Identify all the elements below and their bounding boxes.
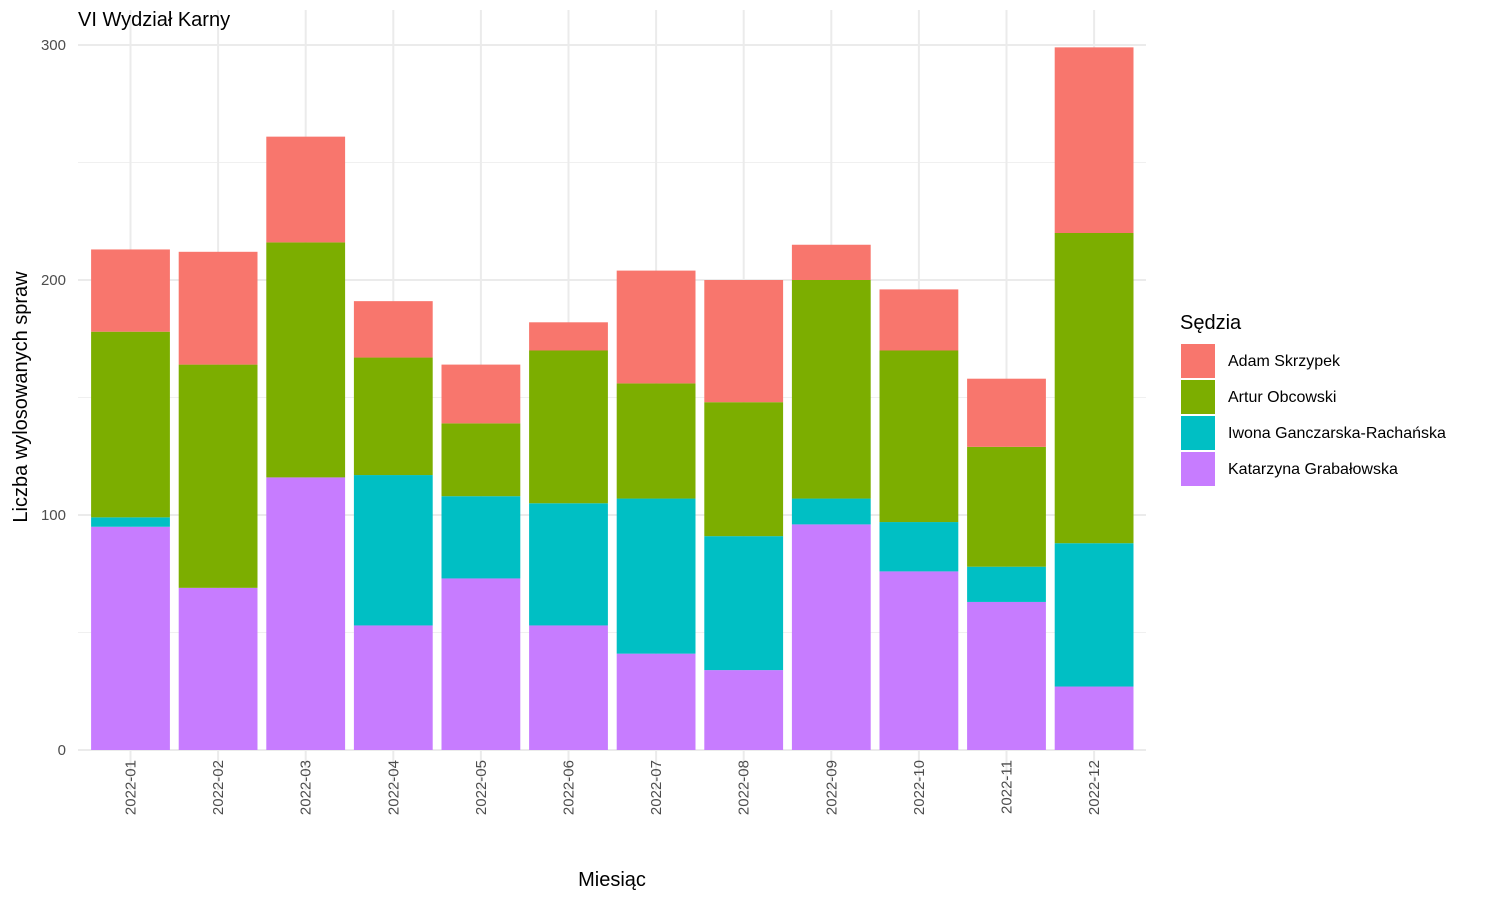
x-tick-label: 2022-04 [385, 760, 402, 815]
bar-segment [353, 475, 433, 626]
y-axis-title: Liczba wylosowanych spraw [10, 271, 32, 523]
bar-segment [616, 383, 696, 499]
x-tick-label: 2022-01 [123, 760, 140, 815]
x-tick-label: 2022-12 [1086, 760, 1103, 815]
bar-segment [967, 601, 1046, 750]
x-tick-label: 2022-09 [823, 760, 840, 815]
x-axis-ticks: 2022-01 2022-02 2022-03 2022-04 2022-05 2022-… [123, 760, 1104, 815]
legend-label: Iwona Ganczarska-Rachańska [1228, 425, 1446, 442]
x-axis-title: Miesiąc [578, 869, 646, 891]
legend-swatch [1181, 380, 1215, 414]
x-tick-label: 2022-10 [911, 760, 928, 815]
bar-segment [791, 524, 871, 750]
bar-segment [791, 498, 871, 525]
bar-segment [704, 280, 784, 403]
bar-segment [967, 378, 1046, 447]
x-tick-label: 2022-03 [298, 760, 315, 815]
bar-segment [529, 350, 608, 504]
bar-segment [1054, 686, 1134, 750]
bar-segment [178, 587, 258, 750]
bar-segment [879, 522, 959, 572]
legend-swatch [1181, 344, 1215, 378]
bar-segment [353, 301, 433, 358]
legend-swatch [1181, 452, 1215, 486]
x-tick-label: 2022-11 [999, 760, 1016, 814]
bar-segment [91, 517, 170, 527]
bar-segment [441, 423, 521, 497]
bar-segment [266, 477, 346, 750]
y-tick-label: 0 [58, 742, 66, 759]
bar-segment [266, 136, 346, 243]
x-tick-label: 2022-05 [473, 760, 490, 815]
legend-label: Artur Obcowski [1228, 389, 1336, 406]
bar-segment [178, 251, 258, 365]
bar-segment [266, 242, 346, 478]
bar-segment [178, 364, 258, 588]
bar-segment [704, 536, 784, 671]
bar-segment [879, 571, 959, 750]
bar-segment [616, 498, 696, 654]
bar-segment [441, 578, 521, 750]
legend-label: Adam Skrzypek [1228, 353, 1341, 370]
y-tick-label: 300 [41, 37, 66, 54]
bar-segment [967, 446, 1046, 567]
legend-label: Katarzyna Grabałowska [1228, 461, 1398, 478]
bar-segment [1054, 233, 1134, 544]
legend-swatch [1181, 416, 1215, 450]
bar-segment [529, 503, 608, 626]
x-tick-label: 2022-07 [648, 760, 665, 815]
bar-segment [353, 625, 433, 750]
y-tick-label: 100 [41, 507, 66, 524]
bar-segment [879, 350, 959, 523]
bar-segment [791, 280, 871, 499]
legend-title: Sędzia [1180, 312, 1242, 334]
bar-segment [353, 357, 433, 476]
bar-segment [704, 670, 784, 750]
y-tick-label: 200 [41, 272, 66, 289]
x-tick-label: 2022-06 [561, 760, 578, 815]
bar-segment [1054, 47, 1134, 233]
bar-segment [967, 566, 1046, 602]
bar-segment [616, 270, 696, 384]
bar-segment [91, 331, 170, 518]
bar-segment [791, 244, 871, 280]
chart-title: VI Wydział Karny [78, 9, 230, 31]
bar-segment [529, 322, 608, 351]
bar-segment [1054, 543, 1134, 687]
bar-segment [616, 653, 696, 750]
y-axis-ticks: 0 100 200 300 [41, 37, 66, 759]
bar-segment [441, 496, 521, 579]
bar-segment [704, 402, 784, 537]
x-tick-label: 2022-08 [736, 760, 753, 815]
bar-segment [879, 289, 959, 351]
bar-segment [91, 526, 170, 750]
bar-segment [441, 364, 521, 424]
x-tick-label: 2022-02 [210, 760, 227, 815]
legend: Sędzia Adam Skrzypek Artur Obcowski Iwona … [1180, 312, 1446, 486]
bar-segment [91, 249, 170, 332]
bar-segment [529, 625, 608, 750]
bars [91, 47, 1134, 750]
